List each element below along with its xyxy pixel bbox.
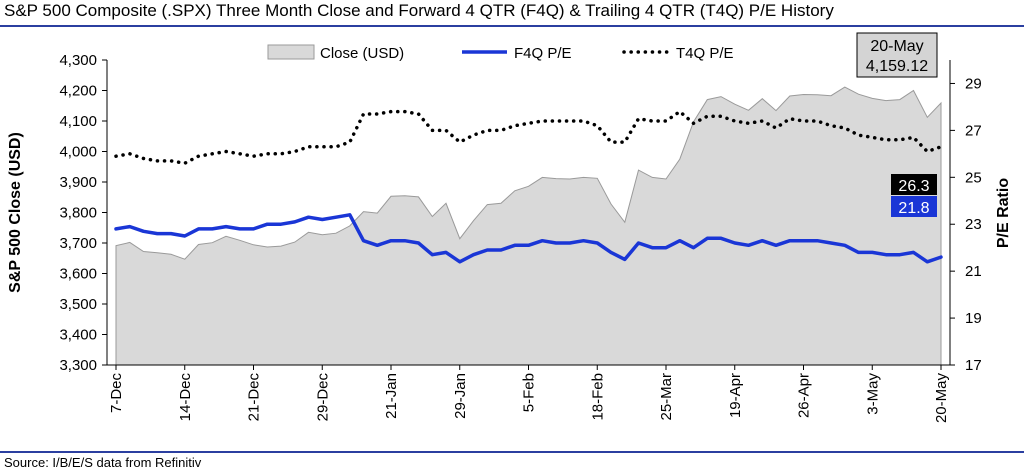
right-tick-label: 17 xyxy=(965,357,982,374)
callouts-layer: 20-May 4,159.12 26.3 21.8 xyxy=(856,32,938,217)
x-tick-label: 14-Dec xyxy=(177,373,194,422)
x-tick-label: 20-May xyxy=(933,373,950,424)
left-tick-label: 4,300 xyxy=(59,52,97,69)
f4q-end-label: 21.8 xyxy=(898,200,929,217)
x-tick-label: 26-Apr xyxy=(796,373,813,418)
x-tick-label: 19-Apr xyxy=(727,373,744,418)
right-axis-title: P/E Ratio xyxy=(995,178,1012,248)
legend-t4q-label: T4Q P/E xyxy=(676,45,734,62)
chart-svg: 3,300 3,400 3,500 3,600 3,700 3,800 3,900 4,000… xyxy=(7,32,1012,423)
source-note: Source: I/B/E/S data from Refinitiv xyxy=(4,455,202,470)
right-tick-label: 19 xyxy=(965,310,982,327)
close-series-area xyxy=(115,86,942,366)
right-tick-label: 29 xyxy=(965,75,982,92)
right-tick-label: 27 xyxy=(965,122,982,139)
x-tick-label: 5-Feb xyxy=(521,373,538,412)
right-tick-label: 23 xyxy=(965,216,982,233)
left-tick-label: 3,700 xyxy=(59,235,97,252)
f4q-series-line xyxy=(114,213,943,264)
left-tick-label: 3,800 xyxy=(59,205,97,222)
x-tick-label: 7-Dec xyxy=(108,373,125,414)
x-tick-label: 21-Dec xyxy=(246,373,263,422)
pe-lines-layer xyxy=(114,109,943,264)
left-tick-label: 3,400 xyxy=(59,327,97,344)
title-rule xyxy=(0,25,1024,27)
f4q-end-label-bg xyxy=(891,196,937,217)
t4q-end-label: 26.3 xyxy=(898,178,929,195)
left-tick-label: 3,300 xyxy=(59,357,97,374)
t4q-end-label-bg xyxy=(891,174,937,195)
axes-layer: 3,300 3,400 3,500 3,600 3,700 3,800 3,900 4,000… xyxy=(7,52,1012,423)
legend: Close (USD) F4Q P/E T4Q P/E xyxy=(267,44,734,62)
right-tick-label: 21 xyxy=(965,263,982,280)
right-tick-label: 25 xyxy=(965,169,982,186)
left-tick-label: 4,200 xyxy=(59,83,97,100)
left-tick-label: 4,100 xyxy=(59,113,97,130)
x-tick-label: 21-Jan xyxy=(383,373,400,419)
callout-date: 20-May xyxy=(870,38,923,55)
callout-box xyxy=(856,32,938,78)
x-tick-label: 29-Dec xyxy=(314,373,331,422)
callout-value: 4,159.12 xyxy=(866,58,928,75)
chart-title: S&P 500 Composite (.SPX) Three Month Clo… xyxy=(4,1,834,20)
left-tick-label: 3,600 xyxy=(59,266,97,283)
x-tick-label: 25-Mar xyxy=(658,373,675,421)
left-tick-label: 4,000 xyxy=(59,144,97,161)
close-area-layer xyxy=(115,86,942,366)
legend-close-swatch xyxy=(267,44,315,60)
x-tick-label: 18-Feb xyxy=(589,373,606,421)
left-axis-title: S&P 500 Close (USD) xyxy=(7,132,24,293)
left-tick-label: 3,500 xyxy=(59,296,97,313)
legend-f4q-label: F4Q P/E xyxy=(514,45,572,62)
legend-close-label: Close (USD) xyxy=(320,45,404,62)
source-rule xyxy=(0,451,1024,453)
left-tick-label: 3,900 xyxy=(59,174,97,191)
x-tick-label: 3-May xyxy=(864,373,881,415)
t4q-series-line xyxy=(114,109,943,165)
x-tick-label: 29-Jan xyxy=(452,373,469,419)
